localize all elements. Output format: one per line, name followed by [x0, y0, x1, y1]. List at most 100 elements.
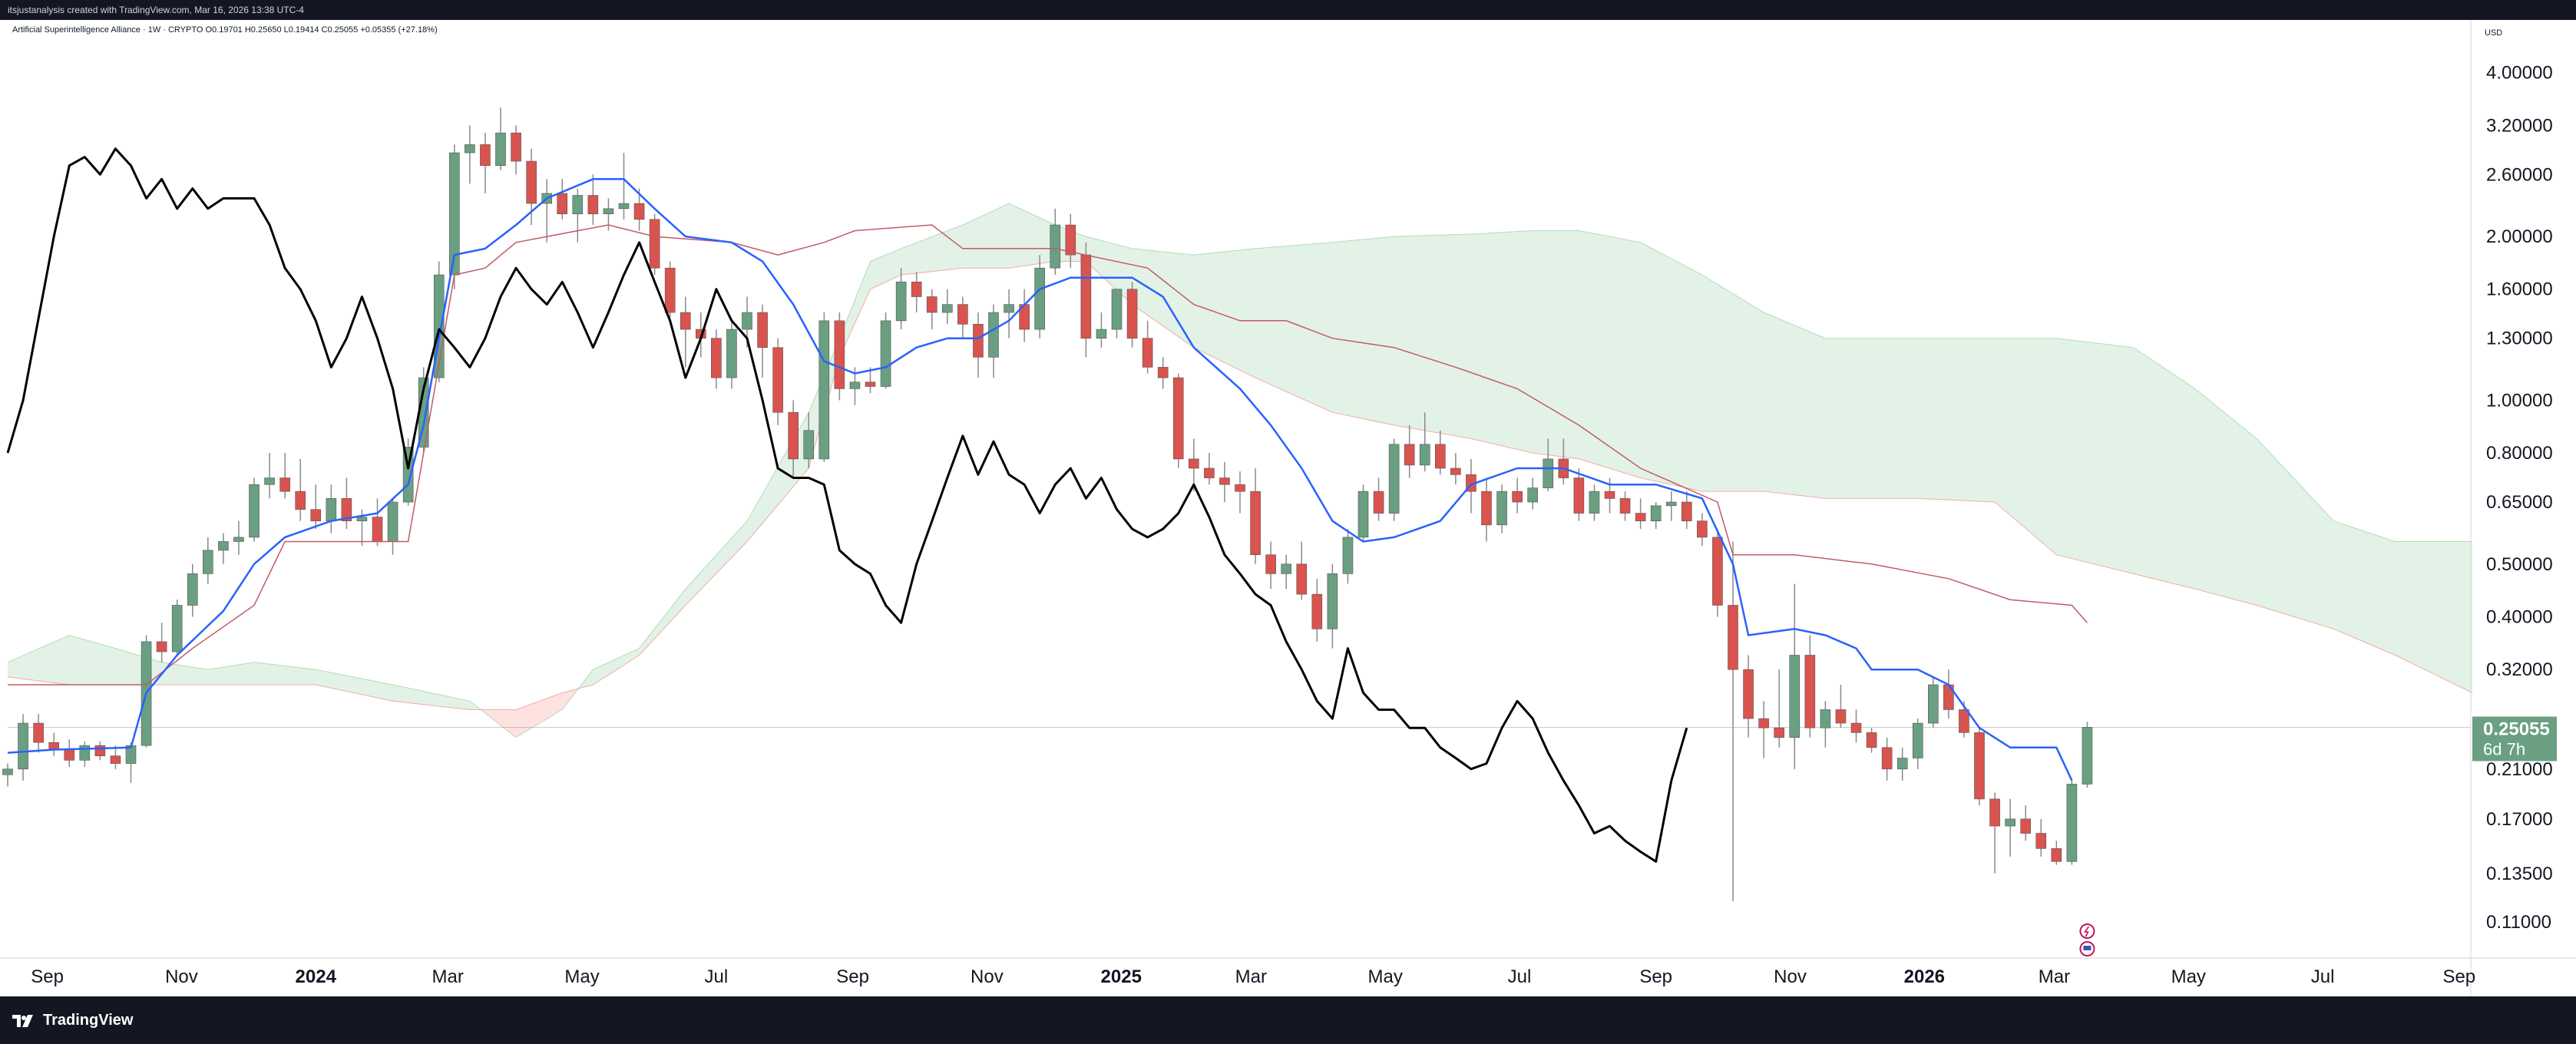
candle-body[interactable] — [526, 160, 537, 204]
candle-body[interactable] — [249, 484, 260, 538]
candle-body[interactable] — [1728, 605, 1738, 670]
price-chart[interactable]: USD 4.00000 3.20000 2.60000 2.00000 1.60000 1.… — [0, 20, 2576, 996]
candle-body[interactable] — [788, 411, 799, 460]
candle-body[interactable] — [988, 312, 999, 358]
candle-body[interactable] — [1357, 491, 1369, 538]
candle-body[interactable] — [1989, 798, 2000, 827]
candle-body[interactable] — [1172, 377, 1184, 460]
candle-body[interactable] — [1712, 537, 1723, 606]
candle-body[interactable] — [511, 132, 521, 162]
candle-body[interactable] — [218, 541, 229, 551]
candle-body[interactable] — [1219, 477, 1230, 485]
candle-body[interactable] — [1496, 491, 1507, 526]
candle-body[interactable] — [1604, 491, 1615, 499]
tradingview-logo[interactable]: TradingView — [12, 1012, 133, 1029]
candle-body[interactable] — [834, 320, 845, 389]
candle-body[interactable] — [495, 132, 506, 166]
candle-body[interactable] — [310, 509, 322, 521]
candle-body[interactable] — [1573, 477, 1585, 514]
candle-body[interactable] — [156, 641, 167, 652]
candle-body[interactable] — [356, 517, 368, 521]
candle-body[interactable] — [1758, 718, 1769, 728]
chart-area[interactable]: USD 4.00000 3.20000 2.60000 2.00000 1.60000 1.… — [0, 20, 2576, 996]
candle-body[interactable] — [1543, 458, 1554, 488]
candle-body[interactable] — [726, 329, 737, 378]
candle-body[interactable] — [64, 749, 75, 761]
candle-body[interactable] — [1281, 563, 1291, 574]
candle-body[interactable] — [1589, 491, 1600, 514]
candle-body[interactable] — [1065, 224, 1076, 256]
candle-body[interactable] — [1111, 289, 1123, 330]
candle-body[interactable] — [618, 203, 630, 210]
candle-body[interactable] — [18, 722, 28, 770]
candle-body[interactable] — [1142, 338, 1153, 368]
candle-body[interactable] — [1388, 444, 1400, 514]
candle-body[interactable] — [849, 382, 861, 389]
candle-body[interactable] — [203, 550, 213, 574]
candle-body[interactable] — [1804, 655, 1816, 728]
candle-body[interactable] — [1096, 329, 1107, 339]
candle-body[interactable] — [1034, 267, 1045, 330]
candle-body[interactable] — [865, 382, 876, 387]
candle-body[interactable] — [2035, 833, 2047, 849]
candle-body[interactable] — [465, 144, 475, 154]
candle-body[interactable] — [1912, 722, 1923, 758]
candle-body[interactable] — [372, 517, 383, 542]
candle-body[interactable] — [1004, 304, 1014, 313]
candle-body[interactable] — [1928, 684, 1939, 724]
candle-body[interactable] — [603, 208, 614, 215]
candle-body[interactable] — [1250, 491, 1261, 556]
candle-body[interactable] — [633, 203, 645, 220]
candle-body[interactable] — [1050, 224, 1061, 269]
candle-body[interactable] — [94, 745, 106, 757]
candle-body[interactable] — [1404, 444, 1415, 466]
candle-body[interactable] — [1959, 709, 1969, 733]
candle-body[interactable] — [1665, 501, 1677, 507]
candle-body[interactable] — [1450, 467, 1461, 475]
candle-body[interactable] — [1974, 732, 1985, 800]
candle-body[interactable] — [2, 768, 13, 775]
candle-body[interactable] — [1189, 458, 1199, 469]
candle-body[interactable] — [973, 323, 984, 358]
candle-body[interactable] — [295, 491, 306, 510]
candle-body[interactable] — [572, 195, 584, 215]
candle-body[interactable] — [1635, 513, 1646, 521]
candle-body[interactable] — [926, 296, 937, 313]
candle-body[interactable] — [110, 755, 121, 764]
candle-body[interactable] — [1789, 655, 1801, 738]
candle-body[interactable] — [1697, 520, 1708, 538]
candle-body[interactable] — [649, 219, 660, 269]
candle-body[interactable] — [1311, 593, 1323, 629]
candle-body[interactable] — [1481, 491, 1492, 526]
candle-body[interactable] — [803, 430, 815, 460]
candle-body[interactable] — [1157, 367, 1169, 378]
candle-body[interactable] — [279, 477, 290, 492]
candle-body[interactable] — [2066, 784, 2078, 862]
candle-body[interactable] — [33, 722, 44, 743]
event-lightning-icon[interactable] — [2079, 923, 2095, 939]
candle-body[interactable] — [1774, 727, 1784, 738]
candle-body[interactable] — [1527, 487, 1538, 503]
candle-body[interactable] — [942, 304, 953, 313]
candle-body[interactable] — [233, 537, 244, 542]
candle-body[interactable] — [1080, 254, 1092, 339]
candle-body[interactable] — [1204, 467, 1215, 478]
candle-body[interactable] — [1820, 709, 1831, 728]
candle-body[interactable] — [1419, 444, 1430, 466]
candle-body[interactable] — [171, 605, 183, 652]
candle-body[interactable] — [1850, 722, 1862, 733]
candle-body[interactable] — [1327, 573, 1338, 629]
candle-body[interactable] — [1342, 537, 1354, 574]
candle-body[interactable] — [1512, 491, 1523, 503]
candle-body[interactable] — [1682, 501, 1692, 521]
candle-body[interactable] — [48, 742, 59, 750]
candle-body[interactable] — [1265, 554, 1276, 574]
candle-body[interactable] — [341, 498, 352, 521]
candle-body[interactable] — [1373, 491, 1384, 514]
candle-body[interactable] — [1743, 669, 1754, 719]
candle-body[interactable] — [2005, 818, 2015, 827]
candle-body[interactable] — [2082, 727, 2093, 785]
candle-body[interactable] — [664, 267, 676, 313]
candle-body[interactable] — [387, 501, 398, 542]
candle-body[interactable] — [1435, 444, 1446, 469]
